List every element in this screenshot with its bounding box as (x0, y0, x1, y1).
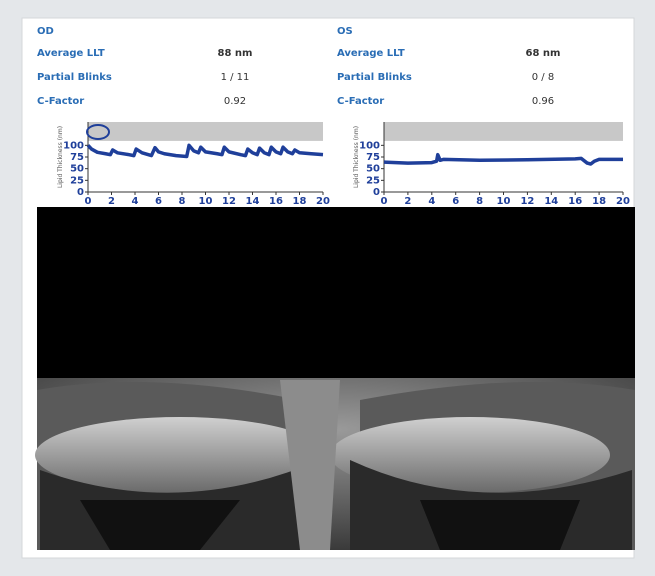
x-tick-label: 6 (155, 196, 162, 207)
y-tick-label: 50 (70, 164, 84, 175)
row-value: 0.96 (532, 96, 554, 107)
y-tick-label: 25 (70, 175, 84, 186)
y-tick-label: 75 (366, 152, 380, 163)
y-tick-label: 75 (70, 152, 84, 163)
x-tick-label: 16 (568, 196, 582, 207)
page: OD Average LLT 88 nm Partial Blinks 1 / 11 C-… (0, 0, 655, 576)
x-tick-label: 14 (544, 196, 558, 207)
eye-image (35, 378, 635, 550)
row-label: Average LLT (37, 48, 105, 59)
x-tick-label: 0 (85, 196, 92, 207)
row-label: Partial Blinks (37, 72, 112, 83)
x-tick-label: 8 (179, 196, 186, 207)
row-label: Average LLT (337, 48, 405, 59)
normal-band (88, 122, 323, 141)
y-tick-label: 0 (77, 187, 84, 198)
x-tick-label: 4 (428, 196, 435, 207)
x-tick-label: 12 (222, 196, 236, 207)
x-tick-label: 10 (497, 196, 511, 207)
x-tick-label: 14 (246, 196, 260, 207)
x-tick-label: 18 (293, 196, 307, 207)
row-value: 0.92 (224, 96, 246, 107)
report: OD Average LLT 88 nm Partial Blinks 1 / 11 C-… (0, 0, 655, 576)
x-tick-label: 0 (381, 196, 388, 207)
row-label: C-Factor (37, 96, 84, 107)
row-label: C-Factor (337, 96, 384, 107)
y-axis-label: Lipid Thickness (nm) (57, 126, 64, 188)
y-tick-label: 100 (63, 140, 84, 151)
y-tick-label: 25 (366, 175, 380, 186)
x-tick-label: 2 (108, 196, 115, 207)
x-tick-label: 18 (592, 196, 606, 207)
row-value: 0 / 8 (532, 72, 554, 83)
row-value: 68 nm (526, 48, 561, 59)
x-tick-label: 20 (316, 196, 330, 207)
row-value: 88 nm (218, 48, 253, 59)
row-label: Partial Blinks (337, 72, 412, 83)
x-tick-label: 8 (476, 196, 483, 207)
y-tick-label: 50 (366, 164, 380, 175)
normal-band (384, 122, 623, 141)
x-tick-label: 12 (520, 196, 534, 207)
x-tick-label: 10 (199, 196, 213, 207)
x-tick-label: 20 (616, 196, 630, 207)
x-tick-label: 4 (132, 196, 139, 207)
y-tick-label: 100 (359, 140, 380, 151)
row-value: 1 / 11 (221, 72, 250, 83)
y-axis-label: Lipid Thickness (nm) (353, 126, 360, 188)
x-tick-label: 16 (269, 196, 283, 207)
y-tick-label: 0 (373, 187, 380, 198)
eye-label: OD (37, 26, 54, 37)
x-tick-label: 6 (452, 196, 459, 207)
eye-label: OS (337, 26, 353, 37)
redaction (37, 207, 635, 378)
x-tick-label: 2 (404, 196, 411, 207)
